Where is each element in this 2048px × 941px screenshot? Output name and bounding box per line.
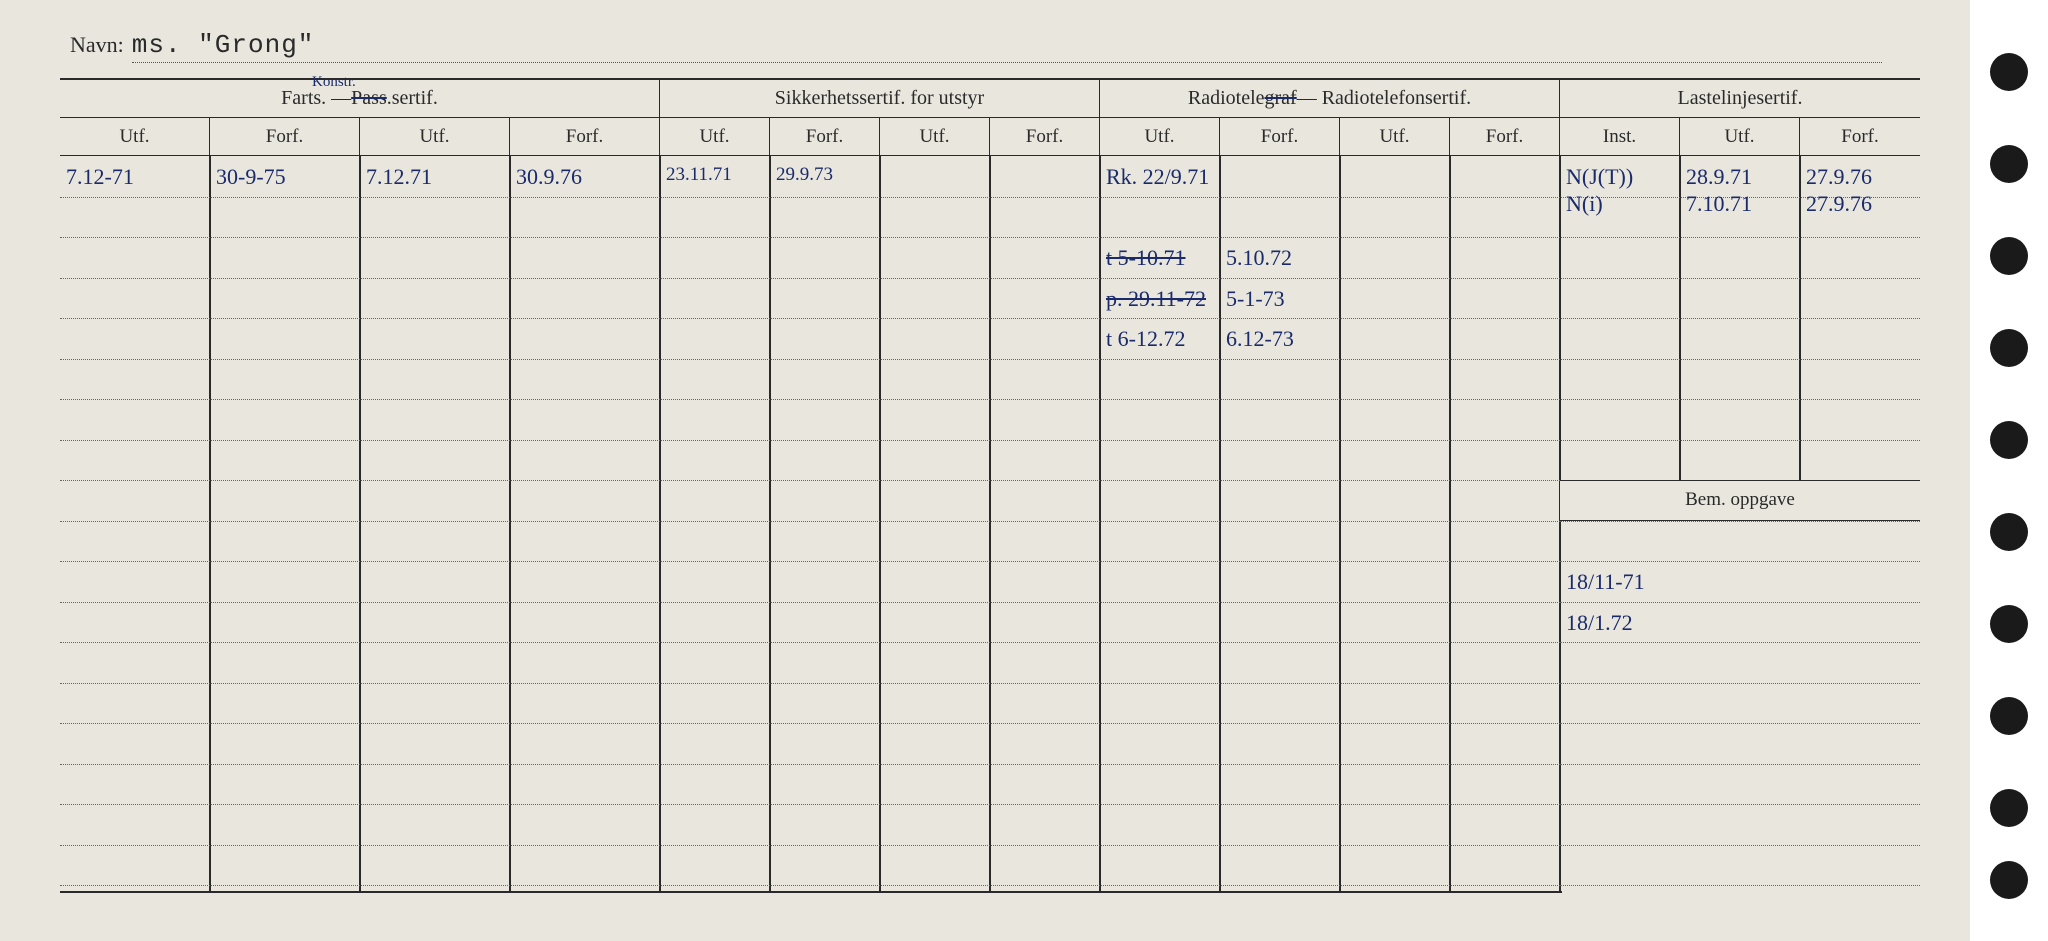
column-divider: [1449, 156, 1451, 893]
handwritten-entry: 7.12-71: [66, 164, 134, 190]
column-divider: [879, 156, 881, 893]
sub-header-cell: Forf.: [210, 118, 360, 155]
navn-value: ms. "Grong": [132, 30, 1882, 63]
sub-header-cell: Utf.: [1340, 118, 1450, 155]
handwritten-entry: 23.11.71: [666, 164, 732, 186]
handwritten-entry: 7.12.71: [366, 164, 432, 190]
row-guideline: [60, 359, 1920, 360]
sub-header-cell: Utf.: [360, 118, 510, 155]
punch-hole: [1990, 789, 2028, 827]
handwritten-entry: 29.9.73: [776, 164, 833, 186]
certificate-grid: Farts. — Pass.sertif.Konstr.Sikkerhetsse…: [60, 78, 1920, 893]
sub-header-row: Utf.Forf.Utf.Forf.Utf.Forf.Utf.Forf.Utf.…: [60, 118, 1920, 156]
sub-header-cell: Utf.: [60, 118, 210, 155]
handwritten-annotation: Konstr.: [312, 74, 356, 91]
index-card: Navn: ms. "Grong" Farts. — Pass.sertif.K…: [0, 0, 1970, 941]
sub-header-cell: Utf.: [660, 118, 770, 155]
handwritten-entry: 18/1.72: [1566, 610, 1633, 636]
handwritten-entry: 30.9.76: [516, 164, 582, 190]
sub-header-cell: Inst.: [1560, 118, 1680, 155]
sub-header-cell: Utf.: [1680, 118, 1800, 155]
column-divider: [1099, 156, 1101, 893]
punch-hole: [1990, 605, 2028, 643]
row-guideline: [1560, 885, 1920, 886]
row-guideline: [1560, 723, 1920, 724]
group-header-cell: Farts. — Pass.sertif.Konstr.: [60, 80, 660, 117]
handwritten-entry: t 5-10.71: [1106, 245, 1185, 271]
sub-header-cell: Forf.: [770, 118, 880, 155]
row-guideline: [1560, 521, 1920, 522]
punch-hole: [1990, 697, 2028, 735]
row-guideline: [1560, 845, 1920, 846]
row-guideline: [1560, 804, 1920, 805]
column-divider: [1219, 156, 1221, 893]
handwritten-entry: 27.9.76: [1806, 164, 1872, 190]
group-header-cell: Lastelinjesertif.: [1560, 80, 1920, 117]
handwritten-entry: p. 29.11-72: [1106, 286, 1206, 312]
column-divider: [209, 156, 211, 893]
handwritten-entry: t 6-12.72: [1106, 326, 1185, 352]
sub-header-cell: Forf.: [990, 118, 1100, 155]
handwritten-entry: 5.10.72: [1226, 245, 1292, 271]
row-guideline: [60, 399, 1920, 400]
navn-row: Navn: ms. "Grong": [60, 30, 1920, 78]
table-body: Bem. oppgave 7.12-71 30-9-75 7.12.71 30.9.76…: [60, 156, 1920, 893]
sub-header-cell: Forf.: [1220, 118, 1340, 155]
handwritten-entry: 7.10.71: [1686, 191, 1752, 217]
column-divider: [359, 156, 361, 893]
column-divider: [769, 156, 771, 893]
punch-hole: [1990, 329, 2028, 367]
handwritten-entry: 28.9.71: [1686, 164, 1752, 190]
bem-area-cover: [1562, 480, 1921, 893]
column-divider: [659, 156, 661, 893]
binder-strip: [1970, 0, 2048, 941]
handwritten-entry: 6.12-73: [1226, 326, 1294, 352]
handwritten-entry: Rk. 22/9.71: [1106, 164, 1209, 190]
punch-hole: [1990, 513, 2028, 551]
handwritten-entry: N(J(T)): [1566, 164, 1633, 190]
bem-oppgave-header: Bem. oppgave: [1560, 480, 1920, 521]
handwritten-entry: 30-9-75: [216, 164, 286, 190]
row-guideline: [60, 237, 1920, 238]
group-header-cell: Sikkerhetssertif. for utstyr: [660, 80, 1100, 117]
sub-header-cell: Forf.: [510, 118, 660, 155]
row-guideline: [1560, 642, 1920, 643]
card-content: Navn: ms. "Grong" Farts. — Pass.sertif.K…: [60, 30, 1920, 900]
column-divider: [989, 156, 991, 893]
group-header-row: Farts. — Pass.sertif.Konstr.Sikkerhetsse…: [60, 80, 1920, 118]
sub-header-cell: Forf.: [1450, 118, 1560, 155]
row-guideline: [1560, 602, 1920, 603]
sub-header-cell: Forf.: [1800, 118, 1920, 155]
sub-header-cell: Utf.: [1100, 118, 1220, 155]
row-guideline: [1560, 561, 1920, 562]
row-guideline: [60, 278, 1920, 279]
punch-hole: [1990, 861, 2028, 899]
navn-label: Navn:: [70, 32, 124, 58]
handwritten-entry: 5-1-73: [1226, 286, 1285, 312]
punch-hole: [1990, 421, 2028, 459]
row-guideline: [1560, 764, 1920, 765]
handwritten-entry: 18/11-71: [1566, 569, 1645, 595]
column-divider: [509, 156, 511, 893]
punch-hole: [1990, 237, 2028, 275]
punch-hole: [1990, 53, 2028, 91]
row-guideline: [60, 318, 1920, 319]
sub-header-cell: Utf.: [880, 118, 990, 155]
column-divider: [1339, 156, 1341, 893]
row-guideline: [60, 440, 1920, 441]
group-header-cell: Radiotelegraf — Radiotelefonsertif.: [1100, 80, 1560, 117]
punch-hole: [1990, 145, 2028, 183]
row-guideline: [1560, 683, 1920, 684]
handwritten-entry: 27.9.76: [1806, 191, 1872, 217]
row-guideline: [60, 197, 1920, 198]
handwritten-entry: N(i): [1566, 191, 1603, 217]
